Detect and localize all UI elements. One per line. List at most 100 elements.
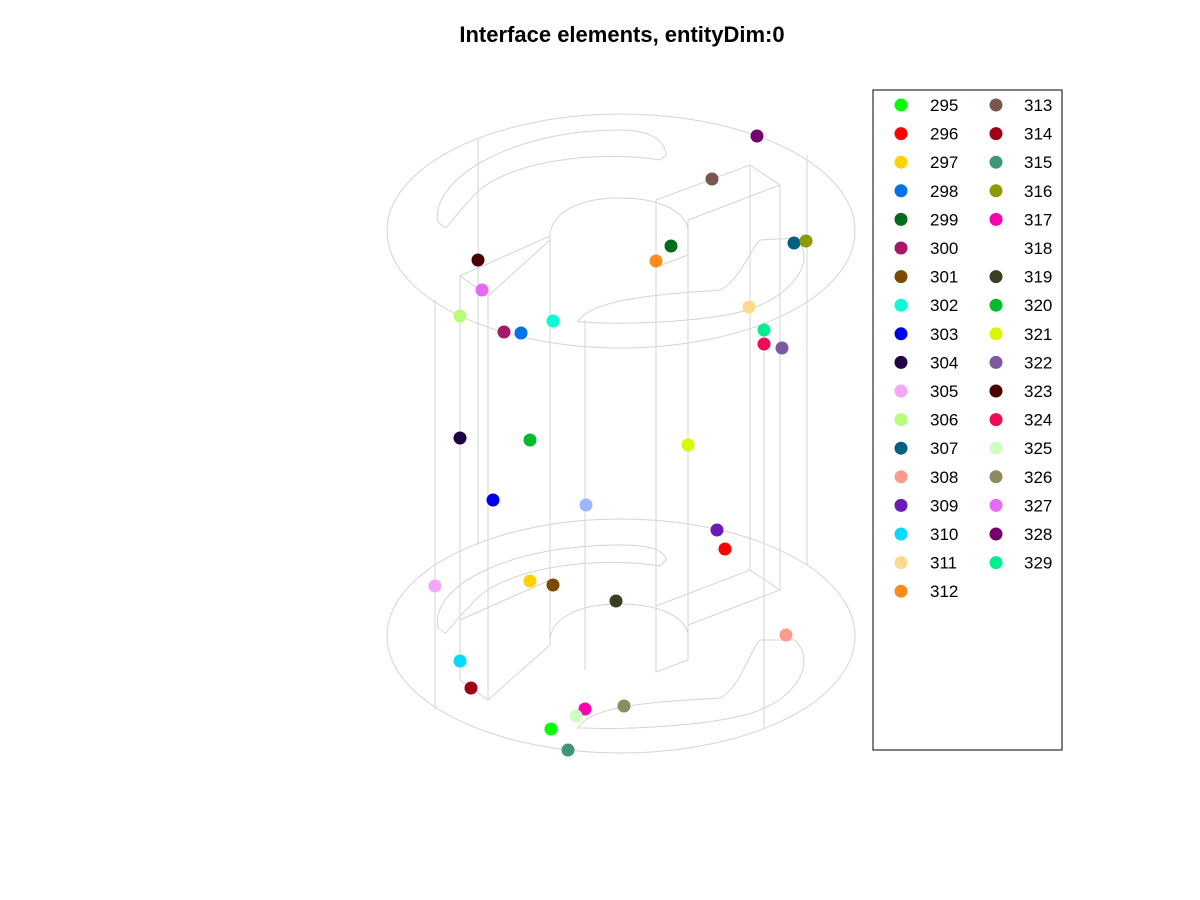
legend-label-312: 312 bbox=[930, 582, 958, 601]
legend-marker-303 bbox=[894, 327, 908, 341]
point-317 bbox=[578, 702, 592, 716]
point-324 bbox=[757, 337, 771, 351]
point-322 bbox=[775, 341, 789, 355]
top-disk-outline bbox=[386, 113, 856, 349]
legend-marker-299 bbox=[894, 212, 908, 226]
point-309 bbox=[710, 523, 724, 537]
legend-label-323: 323 bbox=[1024, 382, 1052, 401]
point-305 bbox=[428, 579, 442, 593]
legend-label-295: 295 bbox=[930, 96, 958, 115]
legend-label-325: 325 bbox=[1024, 439, 1052, 458]
legend-label-321: 321 bbox=[1024, 325, 1052, 344]
point-297 bbox=[523, 574, 537, 588]
point-296 bbox=[718, 542, 732, 556]
legend-label-329: 329 bbox=[1024, 554, 1052, 573]
legend-marker-323 bbox=[989, 384, 1003, 398]
point-318 bbox=[579, 498, 593, 512]
point-303 bbox=[486, 493, 500, 507]
legend-marker-319 bbox=[989, 270, 1003, 284]
legend-label-317: 317 bbox=[1024, 210, 1052, 229]
point-304 bbox=[453, 431, 467, 445]
legend-label-311: 311 bbox=[930, 554, 957, 573]
legend-label-327: 327 bbox=[1024, 496, 1052, 515]
legend-marker-314 bbox=[989, 127, 1003, 141]
top-inner-arc bbox=[549, 197, 689, 255]
legend-marker-312 bbox=[894, 584, 908, 598]
legend-label-324: 324 bbox=[1024, 411, 1052, 430]
legend-label-297: 297 bbox=[930, 153, 958, 172]
point-295 bbox=[544, 722, 558, 736]
legend-label-322: 322 bbox=[1024, 353, 1052, 372]
legend-marker-296 bbox=[894, 127, 908, 141]
top-spiral-slot bbox=[437, 129, 667, 229]
legend-marker-309 bbox=[894, 498, 908, 512]
legend-label-319: 319 bbox=[1024, 268, 1052, 287]
bottom-inner-slot bbox=[577, 639, 805, 729]
legend-marker-304 bbox=[894, 355, 908, 369]
legend-label-298: 298 bbox=[930, 182, 958, 201]
legend-marker-315 bbox=[989, 155, 1003, 169]
legend: 295 296 297 298 299 300 301 302 303 304 305 306 307 3… bbox=[872, 89, 1063, 751]
legend-marker-302 bbox=[894, 298, 908, 312]
point-316 bbox=[799, 234, 813, 248]
legend-marker-322 bbox=[989, 355, 1003, 369]
point-319 bbox=[609, 594, 623, 608]
point-329 bbox=[757, 323, 771, 337]
block-bottom-edge bbox=[459, 579, 551, 701]
point-298 bbox=[514, 326, 528, 340]
legend-marker-325 bbox=[989, 441, 1003, 455]
point-315 bbox=[561, 743, 575, 757]
point-302 bbox=[546, 314, 560, 328]
point-320 bbox=[523, 433, 537, 447]
legend-label-305: 305 bbox=[930, 382, 958, 401]
legend-label-314: 314 bbox=[1024, 125, 1052, 144]
legend-marker-326 bbox=[989, 470, 1003, 484]
point-326 bbox=[617, 699, 631, 713]
legend-marker-321 bbox=[989, 327, 1003, 341]
legend-marker-324 bbox=[989, 413, 1003, 427]
point-299 bbox=[664, 239, 678, 253]
legend-label-296: 296 bbox=[930, 125, 958, 144]
legend-marker-328 bbox=[989, 527, 1003, 541]
point-306 bbox=[453, 309, 467, 323]
point-301 bbox=[546, 578, 560, 592]
point-314 bbox=[464, 681, 478, 695]
legend-marker-305 bbox=[894, 384, 908, 398]
legend-marker-316 bbox=[989, 184, 1003, 198]
legend-marker-295 bbox=[894, 98, 908, 112]
legend-label-316: 316 bbox=[1024, 182, 1052, 201]
block-top-edge bbox=[459, 235, 551, 620]
point-323 bbox=[471, 253, 485, 267]
block-bottom-edge-2 bbox=[655, 569, 782, 673]
point-310 bbox=[453, 654, 467, 668]
legend-label-310: 310 bbox=[930, 525, 958, 544]
legend-marker-300 bbox=[894, 241, 908, 255]
legend-label-301: 301 bbox=[930, 268, 958, 287]
point-312 bbox=[649, 254, 663, 268]
chart-title: Interface elements, entityDim:0 bbox=[459, 22, 784, 47]
legend-label-320: 320 bbox=[1024, 296, 1052, 315]
point-313 bbox=[705, 172, 719, 186]
legend-label-328: 328 bbox=[1024, 525, 1052, 544]
legend-label-307: 307 bbox=[930, 439, 958, 458]
point-327 bbox=[475, 283, 489, 297]
legend-marker-311 bbox=[894, 556, 908, 570]
legend-marker-320 bbox=[989, 298, 1003, 312]
legend-marker-297 bbox=[894, 155, 908, 169]
point-311 bbox=[742, 300, 756, 314]
legend-label-315: 315 bbox=[1024, 153, 1052, 172]
point-321 bbox=[681, 438, 695, 452]
point-328 bbox=[750, 129, 764, 143]
legend-label-300: 300 bbox=[930, 239, 958, 258]
legend-marker-308 bbox=[894, 470, 908, 484]
legend-label-302: 302 bbox=[930, 296, 958, 315]
legend-label-303: 303 bbox=[930, 325, 958, 344]
bottom-disk-outline bbox=[386, 518, 856, 754]
legend-label-313: 313 bbox=[1024, 96, 1052, 115]
bottom-inner-arc bbox=[549, 603, 689, 660]
legend-marker-301 bbox=[894, 270, 908, 284]
top-inner-slot bbox=[577, 237, 805, 324]
legend-marker-313 bbox=[989, 98, 1003, 112]
legend-marker-298 bbox=[894, 184, 908, 198]
